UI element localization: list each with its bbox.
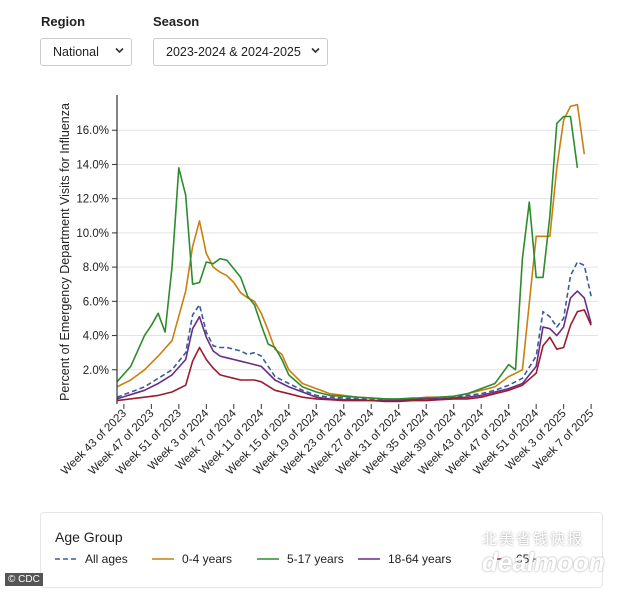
y-tick-label: 4.0% (83, 331, 109, 343)
legend-title: Age Group (55, 529, 123, 545)
region-select-value: National (53, 45, 99, 59)
image-credit: © CDC (5, 573, 43, 586)
legend-swatch (55, 558, 77, 560)
legend-label: 65+ (516, 552, 537, 566)
legend-swatch (257, 558, 279, 560)
legend-label: 0-4 years (182, 552, 233, 566)
watermark-cn: 北美省钱快报 (482, 531, 585, 548)
watermark-logo: dealmoon (482, 547, 605, 577)
series-line-18-64-years (116, 290, 592, 402)
legend-swatch (152, 558, 174, 560)
influenza-line-chart: 2.0% 4.0% 6.0% 8.0% 10.0% 12.0% 14.0% 16.0% Wee… (58, 95, 598, 477)
series-line-0-4-years (116, 103, 586, 401)
y-tick-label: 16.0% (76, 125, 109, 137)
y-tick-label: 6.0% (83, 296, 109, 308)
legend-item[interactable]: 18-64 years (358, 552, 451, 566)
chevron-down-icon (115, 46, 124, 58)
gridlines (117, 129, 598, 371)
y-tick-label: 14.0% (76, 159, 109, 171)
y-tick-label: 12.0% (76, 194, 109, 206)
legend-item[interactable]: All ages (55, 552, 128, 566)
legend-item[interactable]: 0-4 years (152, 552, 232, 566)
legend-label: All ages (85, 552, 128, 566)
legend-item[interactable]: 5-17 years (257, 552, 344, 566)
series-line-all-ages (116, 261, 592, 401)
season-label: Season (153, 14, 200, 29)
legend: Age Group All ages 0-4 years 5-17 years 18-… (40, 512, 603, 588)
y-tick-label: 10.0% (76, 228, 109, 240)
region-select[interactable]: National (40, 38, 132, 66)
legend-swatch (486, 558, 508, 560)
legend-item[interactable]: 65+ (486, 552, 536, 566)
season-select-value: 2023-2024 & 2024-2025 (166, 45, 301, 59)
watermark: 北美省钱快报 dealmoon (482, 528, 605, 578)
y-axis-label: Percent of Emergency Department Visits f… (58, 103, 72, 401)
chevron-down-icon (311, 46, 320, 58)
region-label: Region (41, 14, 86, 29)
series-line-5-17-years (116, 115, 579, 400)
y-tick-label: 2.0% (83, 365, 109, 377)
season-select[interactable]: 2023-2024 & 2024-2025 (153, 38, 328, 66)
legend-label: 18-64 years (388, 552, 452, 566)
legend-swatch (358, 558, 380, 560)
y-tick-label: 8.0% (83, 262, 109, 274)
legend-label: 5-17 years (287, 552, 344, 566)
y-axis-ticks: 2.0% 4.0% 6.0% 8.0% 10.0% 12.0% 14.0% 16.0% (76, 125, 117, 377)
series-lines (116, 103, 592, 403)
series-line-65- (116, 309, 592, 403)
